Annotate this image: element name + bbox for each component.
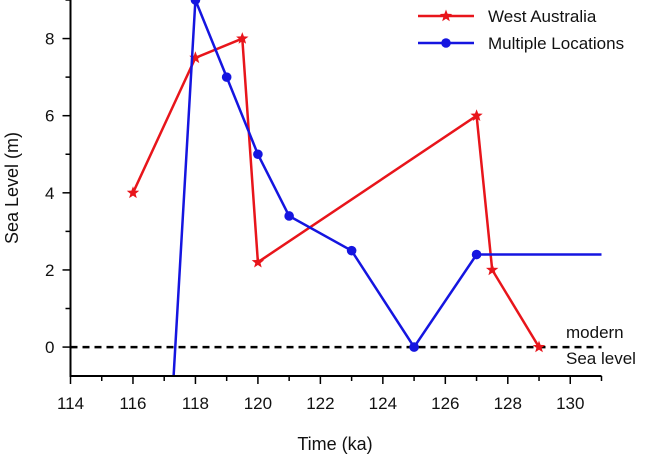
data-point-star xyxy=(189,51,202,64)
x-tick-label: 122 xyxy=(306,394,334,413)
reference-label-modern: modern xyxy=(566,323,624,342)
data-point-circle xyxy=(346,245,357,256)
data-point-circle xyxy=(409,342,419,352)
y-axis-label: Sea Level (m) xyxy=(2,132,22,244)
legend-label: West Australia xyxy=(488,7,597,26)
legend-item: West Australia xyxy=(418,7,597,26)
x-tick-label: 124 xyxy=(369,394,397,413)
series-line xyxy=(172,0,602,377)
legend-item: Multiple Locations xyxy=(418,34,624,53)
series-line xyxy=(131,36,541,348)
series-west-australia xyxy=(126,32,546,353)
x-tick-label: 128 xyxy=(494,394,522,413)
y-tick-label: 0 xyxy=(45,338,54,357)
y-tick-label: 8 xyxy=(45,30,54,49)
x-tick-label: 126 xyxy=(431,394,459,413)
legend-circle-marker xyxy=(441,38,451,48)
series-multiple-locations xyxy=(172,0,602,377)
series-group xyxy=(126,0,602,377)
x-tick-label: 130 xyxy=(556,394,584,413)
x-tick-label: 120 xyxy=(244,394,272,413)
data-point-circle xyxy=(471,249,482,260)
x-axis-label: Time (ka) xyxy=(297,434,372,454)
data-point-star xyxy=(236,32,249,44)
data-point-circle xyxy=(221,72,232,82)
legend: West Australia Multiple Locations xyxy=(418,7,624,53)
data-point-circle xyxy=(253,149,263,160)
data-point-star xyxy=(470,109,483,121)
data-point-circle xyxy=(190,0,201,5)
legend-label: Multiple Locations xyxy=(488,34,624,53)
y-tick-label: 2 xyxy=(45,261,54,280)
data-point-circle xyxy=(284,211,294,221)
data-point-star xyxy=(126,186,140,199)
data-point-star xyxy=(532,340,546,353)
x-tick-label: 116 xyxy=(119,394,146,413)
data-point-star xyxy=(486,263,499,276)
x-tick-label: 118 xyxy=(182,394,209,413)
legend-star-marker xyxy=(439,9,453,22)
y-tick-label: 6 xyxy=(45,107,54,126)
data-point-star xyxy=(251,255,265,268)
axes: 114 116 118 120 122 124 126 128 130 0 2 4 6 8 xyxy=(45,0,603,413)
y-tick-label: 4 xyxy=(45,184,54,203)
x-tick-label: 114 xyxy=(57,394,84,413)
reference-label-sea-level: Sea level xyxy=(566,349,636,368)
